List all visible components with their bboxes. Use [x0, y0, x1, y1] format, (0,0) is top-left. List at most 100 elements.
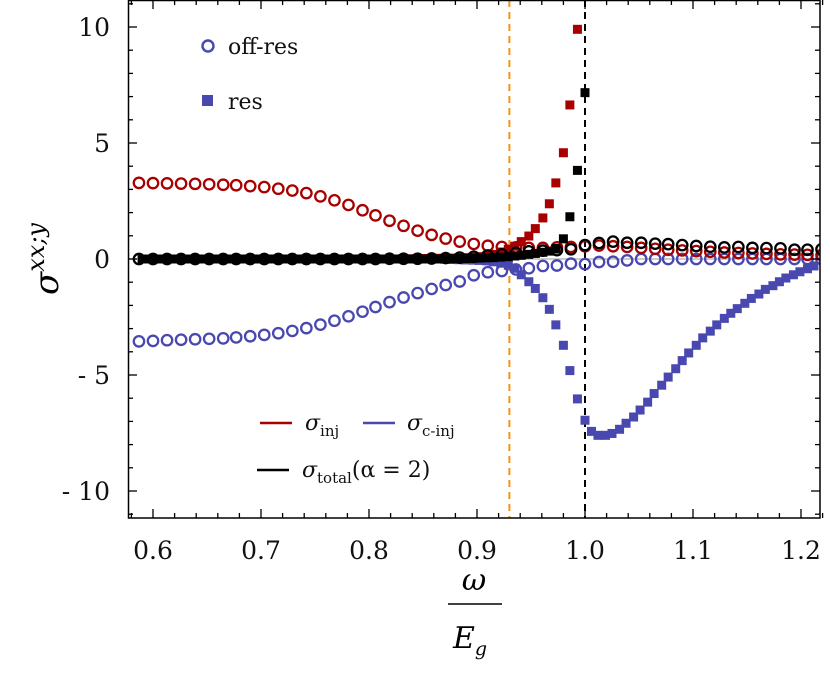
data-point [174, 333, 188, 347]
data-point [698, 333, 708, 343]
data-point [815, 248, 820, 262]
data-point [426, 254, 436, 264]
series-res-c-inj [137, 254, 819, 440]
x-tick-label: 1.1 [673, 536, 713, 565]
data-point [132, 335, 146, 348]
data-point [202, 177, 216, 191]
data-point [264, 254, 274, 264]
data-point [229, 331, 243, 344]
data-point [250, 254, 260, 264]
data-point [544, 304, 554, 314]
data-point [564, 257, 578, 270]
data-point [418, 254, 428, 264]
y-tick-label: - 5 [78, 361, 110, 390]
x-tick-label: 0.7 [241, 536, 281, 565]
data-point [496, 252, 506, 262]
data-point [677, 356, 687, 366]
data-point [467, 268, 481, 282]
data-point [356, 203, 369, 217]
y-tick-label: 5 [94, 129, 110, 158]
data-point [774, 248, 787, 261]
x-tick-labels: 0.6 0.7 0.8 0.9 1.0 1.1 1.2 [133, 536, 821, 565]
data-point [522, 261, 536, 275]
data-point [221, 254, 231, 264]
data-point [536, 259, 550, 273]
y-tick-label: 0 [94, 245, 110, 274]
legend-label-c-inj: σc-inj [407, 411, 455, 440]
data-point [285, 324, 299, 338]
data-point [496, 247, 506, 257]
data-point [635, 405, 645, 415]
data-point [801, 248, 814, 262]
data-point [369, 300, 382, 314]
data-point [726, 308, 736, 318]
color-legend: σinj σc-inj σtotal(α = 2) [257, 411, 455, 487]
data-point [510, 241, 520, 251]
data-point [530, 283, 540, 293]
data-point [496, 258, 506, 268]
data-point [551, 320, 561, 330]
data-point [369, 209, 382, 222]
data-point [801, 243, 814, 257]
data-point [781, 273, 791, 283]
legend-label-total: σtotal(α = 2) [302, 458, 430, 487]
data-point [132, 176, 146, 190]
data-point [712, 320, 722, 330]
data-point [649, 389, 659, 399]
data-point [383, 295, 396, 309]
data-point [510, 251, 520, 261]
data-point [397, 219, 410, 233]
data-point [788, 270, 798, 280]
legend-label-off-res: off-res [228, 35, 298, 60]
data-point [383, 214, 396, 228]
y-axis-label: σxx;y [22, 223, 67, 295]
data-point [565, 366, 575, 376]
data-point [159, 254, 169, 264]
data-point [453, 235, 467, 248]
data-point [558, 340, 568, 350]
data-point [717, 252, 731, 266]
data-point [342, 309, 355, 323]
data-point [193, 254, 203, 264]
data-point [243, 329, 257, 343]
data-point [160, 177, 174, 190]
data-point [580, 88, 590, 98]
data-point [243, 179, 257, 193]
data-point [334, 254, 344, 264]
data-point [179, 254, 189, 264]
data-point [565, 212, 575, 222]
data-point [188, 332, 202, 346]
data-point [229, 254, 239, 264]
data-point [675, 238, 689, 252]
data-point [201, 254, 211, 264]
plot-area [128, 0, 820, 518]
data-point [524, 277, 534, 287]
data-point [503, 252, 513, 262]
data-point [538, 213, 548, 223]
data-point [530, 224, 540, 234]
data-point [300, 186, 313, 200]
data-point [558, 148, 568, 158]
data-point [516, 237, 526, 247]
data-point [754, 289, 764, 299]
data-point [592, 236, 606, 250]
data-point [684, 348, 694, 358]
data-point [215, 254, 225, 264]
legend-label-inj: σinj [305, 411, 339, 440]
data-point [788, 248, 801, 261]
data-point [703, 252, 717, 266]
data-point [314, 318, 327, 332]
data-point [551, 244, 561, 254]
data-point [607, 428, 617, 438]
data-point [675, 252, 689, 266]
data-point [482, 253, 492, 263]
data-point [342, 198, 355, 212]
data-point [538, 293, 548, 303]
data-point [788, 243, 801, 257]
data-point [689, 244, 703, 258]
data-point [689, 239, 703, 253]
data-point [746, 293, 756, 303]
data-point [137, 254, 147, 264]
data-point [565, 100, 575, 110]
